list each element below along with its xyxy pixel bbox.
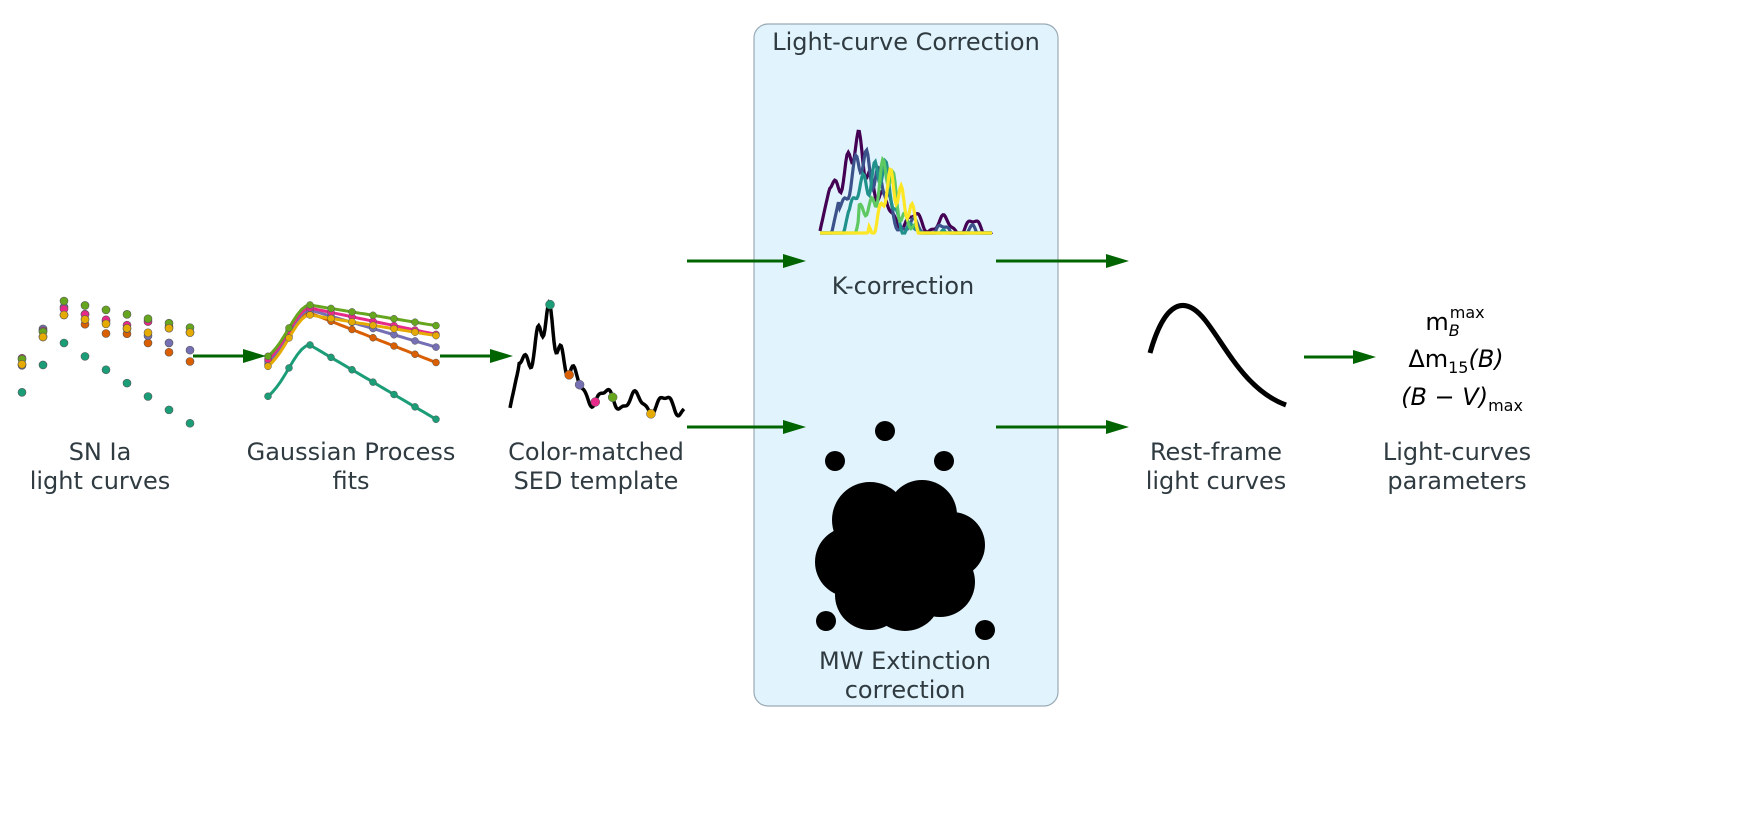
gp-data-point: [264, 392, 272, 401]
gp-data-point: [411, 337, 419, 345]
label-parameters: parameters: [1387, 467, 1526, 495]
label-sed-template: Color-matched: [508, 438, 684, 466]
data-point: [80, 301, 90, 310]
label-parameters: Light-curves: [1383, 438, 1531, 466]
data-point: [185, 418, 195, 428]
rest-frame-curve: [1147, 303, 1287, 408]
gp-data-point: [411, 328, 419, 336]
gp-data-point: [432, 331, 440, 340]
label-mw-extinction: correction: [845, 676, 966, 704]
data-point: [38, 332, 48, 342]
label-sn-light-curves: SN Ia: [69, 438, 132, 466]
gp-data-point: [348, 325, 356, 334]
label-k-correction: K-correction: [832, 272, 974, 300]
data-point: [59, 296, 69, 306]
gp-data-point: [432, 415, 440, 423]
label-sed-template: SED template: [514, 467, 679, 495]
data-point: [101, 329, 111, 338]
gp-data-point: [411, 350, 419, 358]
gp-data-point: [327, 304, 335, 313]
gp-data-point: [411, 403, 419, 411]
gp-data-point: [369, 378, 377, 386]
gp-data-point: [327, 314, 335, 323]
data-point: [164, 323, 174, 333]
k-correction-spectra: [818, 129, 993, 235]
gp-fit-curve: [266, 343, 437, 421]
gp-data-point: [390, 315, 398, 323]
gp-data-point: [390, 342, 398, 350]
arrows: [193, 254, 1376, 434]
data-point: [59, 310, 69, 320]
data-point: [185, 345, 195, 355]
data-point: [143, 392, 153, 401]
gp-data-point: [390, 325, 398, 333]
gp-fits-plot: [264, 301, 440, 423]
sed-template-plot: [508, 299, 686, 419]
data-point: [80, 352, 90, 361]
filter-marker: [574, 379, 585, 390]
filter-marker: [590, 397, 601, 407]
gp-data-point: [411, 318, 419, 326]
data-point: [164, 405, 174, 415]
param-mb-max: mBmax: [1425, 303, 1484, 340]
sn-light-curves-plot: [17, 296, 195, 428]
gp-data-point: [264, 352, 272, 361]
gp-data-point: [348, 318, 356, 326]
data-point: [143, 314, 153, 324]
filter-marker: [545, 299, 555, 310]
gp-data-point: [369, 334, 377, 342]
gp-data-point: [369, 311, 377, 320]
label-sn-light-curves: light curves: [30, 467, 171, 495]
k-correction-spectrum: [820, 166, 992, 235]
gp-data-point: [285, 334, 293, 342]
filter-marker: [564, 370, 574, 380]
label-mw-extinction: MW Extinction: [819, 647, 991, 675]
data-point: [80, 315, 90, 324]
label-gp-fits: Gaussian Process: [247, 438, 456, 466]
data-point: [185, 328, 195, 337]
param-color-max: (B − V)max: [1401, 383, 1523, 415]
gp-data-point: [432, 321, 440, 330]
data-point: [122, 324, 132, 333]
gp-data-point: [432, 343, 440, 351]
data-point: [143, 338, 153, 348]
data-point: [101, 305, 111, 315]
gp-data-point: [369, 321, 377, 330]
gp-data-point: [327, 353, 335, 362]
data-point: [143, 328, 153, 338]
param-dm15: Δm15(B): [1408, 345, 1503, 377]
correction-box-title: Light-curve Correction: [772, 28, 1040, 56]
data-point: [185, 357, 195, 366]
data-point: [101, 365, 111, 375]
filter-marker: [646, 409, 656, 419]
gp-data-point: [306, 341, 314, 349]
gp-data-point: [348, 366, 356, 374]
gp-data-point: [390, 390, 398, 399]
data-point: [164, 347, 174, 357]
data-point: [38, 360, 48, 370]
data-point: [122, 378, 132, 388]
data-point: [101, 319, 111, 329]
gp-data-point: [285, 364, 293, 372]
gp-data-point: [264, 362, 272, 371]
label-gp-fits: fits: [332, 467, 369, 495]
gp-data-point: [306, 311, 314, 319]
data-point: [17, 387, 27, 397]
label-rest-frame: Rest-frame: [1150, 438, 1282, 466]
gp-data-point: [285, 324, 293, 332]
filter-marker: [607, 392, 618, 403]
gp-data-point: [432, 358, 440, 367]
data-point: [17, 359, 27, 369]
gp-data-point: [306, 301, 314, 309]
data-point: [164, 338, 174, 348]
data-point: [122, 310, 132, 319]
gp-data-point: [348, 308, 356, 316]
data-point: [59, 338, 69, 348]
label-rest-frame: light curves: [1146, 467, 1287, 495]
dust-cloud-icon: [815, 421, 995, 640]
